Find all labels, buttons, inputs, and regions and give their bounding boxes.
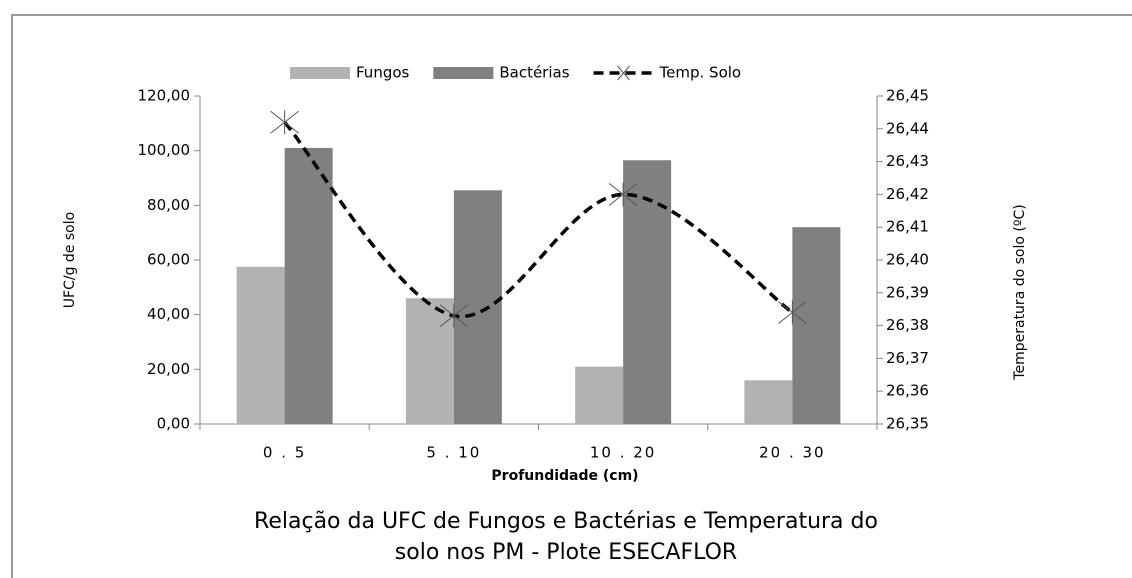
x-tick-label: 0 . 5	[263, 444, 306, 462]
y2-tick-label: 26,38	[886, 316, 929, 334]
y-tick-label: 40,00	[147, 305, 190, 323]
y2-tick-label: 26,45	[886, 87, 929, 105]
marker	[778, 300, 807, 325]
x-tick-label: 20 . 30	[759, 444, 825, 462]
bar	[792, 227, 841, 424]
bar	[575, 366, 624, 424]
y2-tick-label: 26,40	[886, 251, 929, 269]
bar	[623, 160, 672, 424]
y2-tick-label: 26,41	[886, 218, 929, 236]
legend-swatch	[433, 67, 494, 79]
x-axis-title: Profundidade (cm)	[491, 468, 638, 484]
bar	[284, 147, 333, 424]
marker	[439, 303, 469, 328]
y-tick-label: 80,00	[147, 196, 190, 214]
y2-tick-label: 26,35	[886, 415, 929, 433]
bar	[236, 266, 285, 424]
y2-tick-label: 26,42	[886, 185, 929, 203]
marker	[608, 182, 638, 207]
y-tick-label: 100,00	[138, 141, 191, 159]
line	[283, 121, 794, 319]
legend-label: Fungos	[356, 64, 410, 82]
legend-swatch	[290, 67, 350, 79]
legend-label: Temp. Solo	[659, 64, 742, 82]
bar	[744, 380, 793, 424]
x-tick-label: 5 . 10	[426, 444, 481, 462]
y2-tick-label: 26,36	[886, 382, 929, 400]
y-tick-label: 120,00	[138, 87, 191, 105]
frame	[11, 14, 1132, 578]
y2-tick-label: 26,43	[886, 152, 929, 170]
bar	[405, 298, 454, 424]
y-tick-label: 60,00	[147, 251, 190, 269]
y2-axis-title: Temperatura do solo (ºC)	[1012, 204, 1028, 380]
y-axis-title: UFC/g de solo	[62, 212, 78, 308]
chart-title: solo nos PM - Plote ESECAFLOR	[395, 540, 737, 565]
marker	[270, 110, 299, 135]
y-tick-label: 0,00	[157, 415, 190, 433]
y2-tick-label: 26,37	[886, 349, 929, 367]
y-tick-label: 20,00	[147, 360, 190, 378]
x-tick-label: 10 . 20	[590, 444, 656, 462]
legend-marker	[617, 65, 630, 81]
y2-tick-label: 26,39	[886, 283, 929, 301]
chart-title: Relação da UFC de Fungos e Bactérias e T…	[254, 509, 878, 534]
legend-label: Bactérias	[499, 64, 569, 82]
y2-tick-label: 26,44	[886, 119, 929, 137]
bar	[453, 190, 502, 424]
